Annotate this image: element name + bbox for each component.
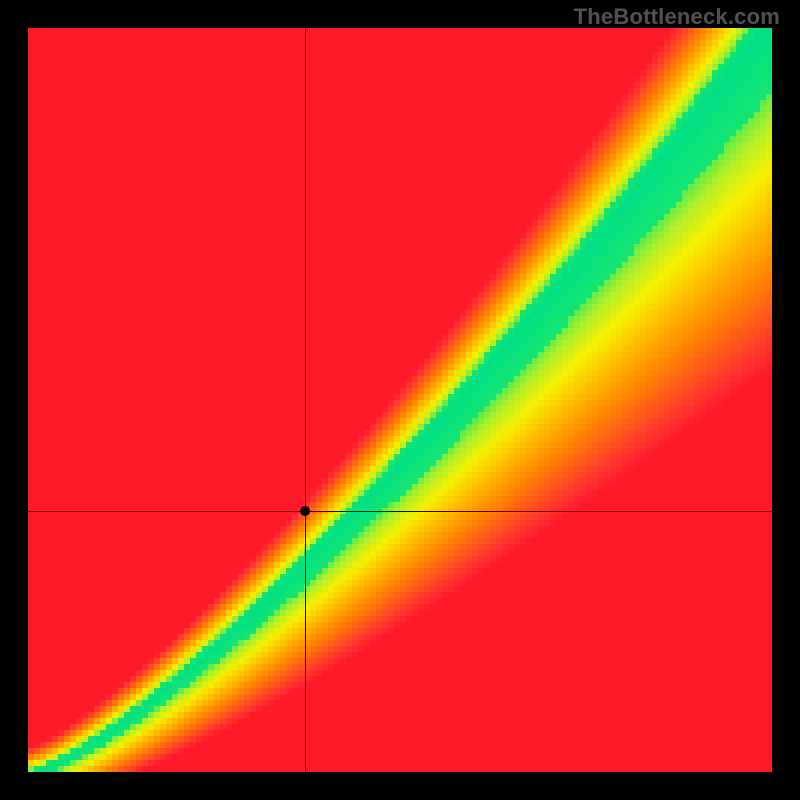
data-point-marker — [300, 506, 310, 516]
watermark-text: TheBottleneck.com — [574, 4, 780, 30]
crosshair-horizontal — [28, 511, 772, 512]
heatmap-canvas — [28, 28, 772, 772]
plot-area — [28, 28, 772, 772]
chart-container: TheBottleneck.com — [0, 0, 800, 800]
crosshair-vertical — [305, 28, 306, 772]
